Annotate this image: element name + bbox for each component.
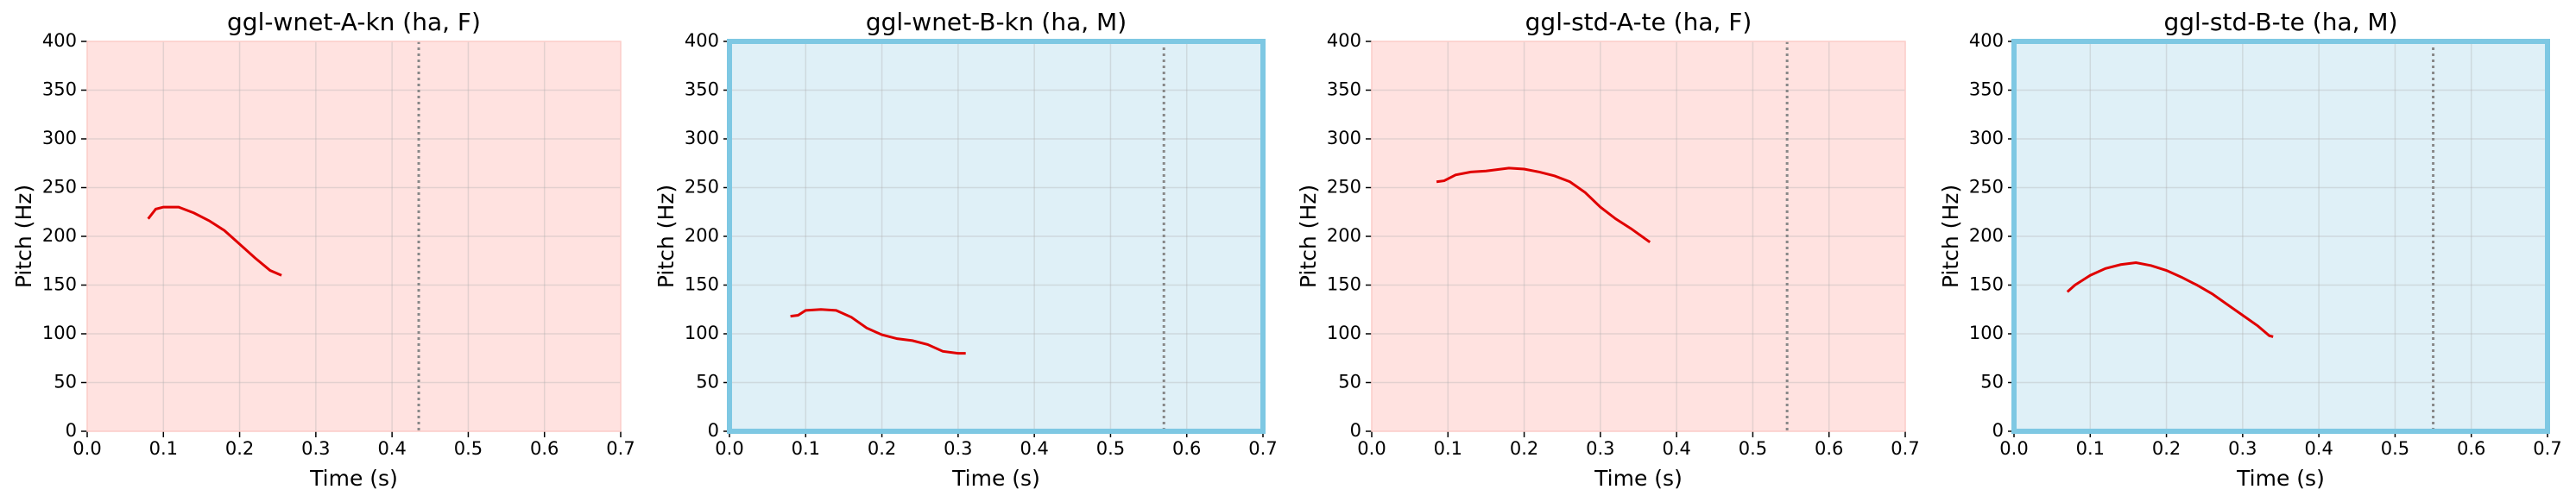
- y-tick-label: 50: [54, 372, 77, 392]
- x-tick-label: 0.5: [1739, 438, 1767, 459]
- x-tick-label: 0.7: [2533, 438, 2561, 459]
- x-tick-label: 0.6: [1172, 438, 1201, 459]
- y-tick-label: 300: [1327, 128, 1361, 148]
- y-tick-label: 250: [685, 177, 719, 198]
- plot-border: [86, 41, 622, 432]
- x-tick-label: 0.2: [2152, 438, 2181, 459]
- x-tick-label: 0.5: [2381, 438, 2409, 459]
- y-axis-label: Pitch (Hz): [653, 185, 679, 288]
- x-tick-label: 0.4: [2304, 438, 2333, 459]
- x-tick-label: 0.7: [1891, 438, 1919, 459]
- y-tick-label: 150: [42, 274, 77, 295]
- pitch-line: [147, 205, 282, 277]
- plot-border: [2011, 39, 2550, 434]
- plot-background: [729, 41, 1263, 431]
- y-tick-label: 200: [42, 225, 77, 246]
- y-tick-label: 250: [1327, 177, 1361, 198]
- y-tick-label: 100: [1327, 323, 1361, 343]
- x-tick-label: 0.1: [792, 438, 820, 459]
- y-tick-label: 50: [1980, 372, 2004, 392]
- y-axis-label: Pitch (Hz): [11, 185, 36, 288]
- y-tick-label: 350: [1969, 79, 2004, 100]
- chart-title: ggl-std-A-te (ha, F): [1525, 8, 1752, 36]
- x-tick-label: 0.2: [1510, 438, 1538, 459]
- y-tick-label: 200: [1327, 225, 1361, 246]
- x-tick-label: 0.5: [454, 438, 483, 459]
- y-tick-label: 400: [685, 30, 719, 51]
- y-tick-label: 350: [1327, 79, 1361, 100]
- plot-background: [1372, 41, 1905, 431]
- y-tick-label: 150: [685, 274, 719, 295]
- plot-border: [1371, 41, 1906, 432]
- x-tick-label: 0.4: [1020, 438, 1048, 459]
- y-tick-label: 100: [42, 323, 77, 343]
- y-tick-label: 0: [1992, 420, 2004, 441]
- y-tick-label: 350: [685, 79, 719, 100]
- x-tick-label: 0.5: [1096, 438, 1125, 459]
- y-tick-label: 400: [1327, 30, 1361, 51]
- pitch-line: [790, 308, 966, 355]
- x-tick-label: 0.1: [149, 438, 178, 459]
- x-tick-label: 0.7: [606, 438, 635, 459]
- x-tick-label: 0.3: [301, 438, 330, 459]
- y-tick-label: 50: [696, 372, 719, 392]
- x-tick-label: 0.3: [1586, 438, 1614, 459]
- x-tick-label: 0.0: [715, 438, 743, 459]
- x-tick-label: 0.7: [1248, 438, 1277, 459]
- y-tick-label: 100: [685, 323, 719, 343]
- chart-title: ggl-std-B-te (ha, M): [2163, 8, 2397, 36]
- y-axis-label: Pitch (Hz): [1296, 185, 1321, 288]
- x-tick-label: 0.1: [1434, 438, 1462, 459]
- x-tick-label: 0.3: [944, 438, 972, 459]
- x-tick-label: 0.0: [73, 438, 101, 459]
- pitch-line: [1436, 166, 1651, 243]
- x-tick-label: 0.0: [1999, 438, 2028, 459]
- y-axis-label: Pitch (Hz): [1938, 185, 1963, 288]
- x-axis-label: Time (s): [1594, 466, 1683, 491]
- x-tick-label: 0.0: [1357, 438, 1386, 459]
- x-axis-label: Time (s): [309, 466, 398, 491]
- y-tick-label: 300: [42, 128, 77, 148]
- x-tick-label: 0.2: [225, 438, 254, 459]
- x-axis-label: Time (s): [2236, 466, 2325, 491]
- plot-background: [2014, 41, 2548, 431]
- x-tick-label: 0.6: [530, 438, 559, 459]
- x-tick-label: 0.3: [2228, 438, 2257, 459]
- y-tick-label: 300: [685, 128, 719, 148]
- x-tick-label: 0.1: [2076, 438, 2105, 459]
- y-tick-label: 150: [1327, 274, 1361, 295]
- y-tick-label: 200: [685, 225, 719, 246]
- y-tick-label: 0: [708, 420, 719, 441]
- y-tick-label: 400: [1969, 30, 2004, 51]
- x-tick-label: 0.6: [1815, 438, 1843, 459]
- plot-background: [87, 41, 621, 431]
- chart-title: ggl-wnet-A-kn (ha, F): [227, 8, 481, 36]
- y-tick-label: 250: [42, 177, 77, 198]
- plot-border: [727, 39, 1266, 434]
- y-tick-label: 100: [1969, 323, 2004, 343]
- x-tick-label: 0.6: [2457, 438, 2485, 459]
- x-tick-label: 0.2: [868, 438, 896, 459]
- y-tick-label: 200: [1969, 225, 2004, 246]
- pitch-line: [2066, 260, 2274, 338]
- y-tick-label: 0: [1350, 420, 1361, 441]
- x-axis-label: Time (s): [951, 466, 1040, 491]
- y-tick-label: 250: [1969, 177, 2004, 198]
- y-tick-label: 50: [1338, 372, 1361, 392]
- x-tick-label: 0.4: [377, 438, 406, 459]
- chart-title: ggl-wnet-B-kn (ha, M): [866, 8, 1127, 36]
- y-tick-label: 0: [66, 420, 77, 441]
- y-tick-label: 300: [1969, 128, 2004, 148]
- y-tick-label: 400: [42, 30, 77, 51]
- y-tick-label: 350: [42, 79, 77, 100]
- x-tick-label: 0.4: [1662, 438, 1690, 459]
- y-tick-label: 150: [1969, 274, 2004, 295]
